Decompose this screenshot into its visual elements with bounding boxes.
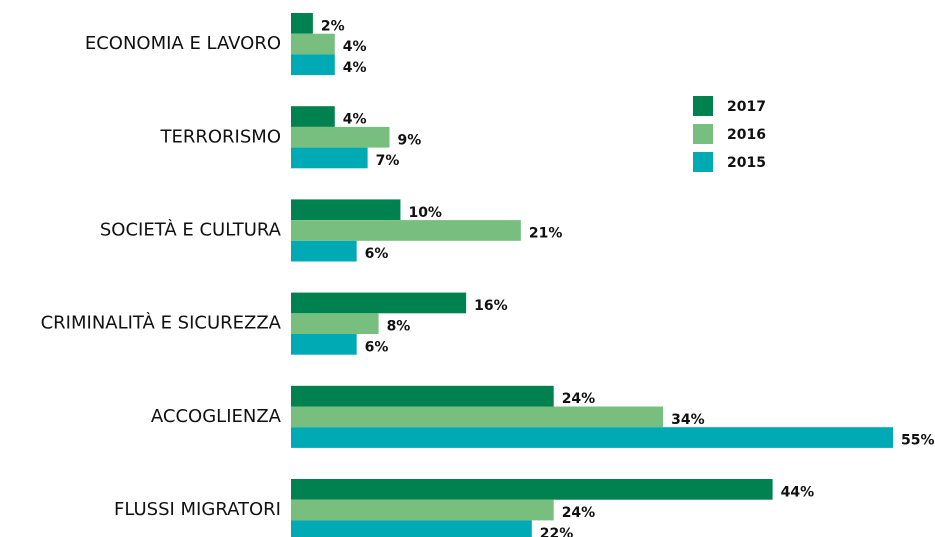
value-label: 4% <box>343 60 367 76</box>
bar <box>291 385 554 407</box>
bar <box>291 13 313 34</box>
value-label: 6% <box>365 246 389 262</box>
legend-swatch <box>693 124 713 144</box>
category-label: ECONOMIA E LAVORO <box>85 33 281 54</box>
value-label: 22% <box>540 526 574 537</box>
bar <box>291 106 335 127</box>
bar <box>291 406 664 428</box>
bar <box>291 199 401 221</box>
category-label: TERRORISMO <box>160 126 282 147</box>
legend-label: 2017 <box>727 99 766 115</box>
legend-swatch <box>693 152 713 172</box>
bar <box>291 240 357 262</box>
legend-label: 2016 <box>727 127 766 143</box>
legend-label: 2015 <box>727 155 766 171</box>
category-label: SOCIETÀ E CULTURA <box>100 218 282 240</box>
value-label: 4% <box>343 39 367 55</box>
value-label: 34% <box>671 412 705 428</box>
legend-swatch <box>693 96 713 116</box>
value-label: 16% <box>474 298 508 314</box>
category-label: CRIMINALITÀ E SICUREZZA <box>41 312 282 334</box>
value-label: 10% <box>408 205 442 221</box>
value-label: 2% <box>321 18 345 34</box>
category-label: ACCOGLIENZA <box>151 406 282 427</box>
value-label: 44% <box>781 484 815 500</box>
bar <box>291 520 532 537</box>
bar <box>291 334 357 355</box>
value-label: 24% <box>562 391 596 407</box>
bar <box>291 313 379 334</box>
value-label: 24% <box>562 505 596 521</box>
value-label: 55% <box>901 433 935 449</box>
value-label: 8% <box>387 319 411 335</box>
bar <box>291 126 390 148</box>
value-label: 4% <box>343 112 367 128</box>
value-label: 21% <box>529 225 563 241</box>
bar <box>291 479 773 500</box>
bar <box>291 54 335 76</box>
bar <box>291 427 893 448</box>
bar <box>291 33 335 55</box>
bar <box>291 499 554 521</box>
value-label: 6% <box>365 339 389 355</box>
bar <box>291 147 368 169</box>
bar <box>291 292 467 314</box>
value-label: 9% <box>398 132 422 148</box>
value-label: 7% <box>376 153 400 169</box>
bar <box>291 220 521 241</box>
category-label: FLUSSI MIGRATORI <box>114 499 281 520</box>
